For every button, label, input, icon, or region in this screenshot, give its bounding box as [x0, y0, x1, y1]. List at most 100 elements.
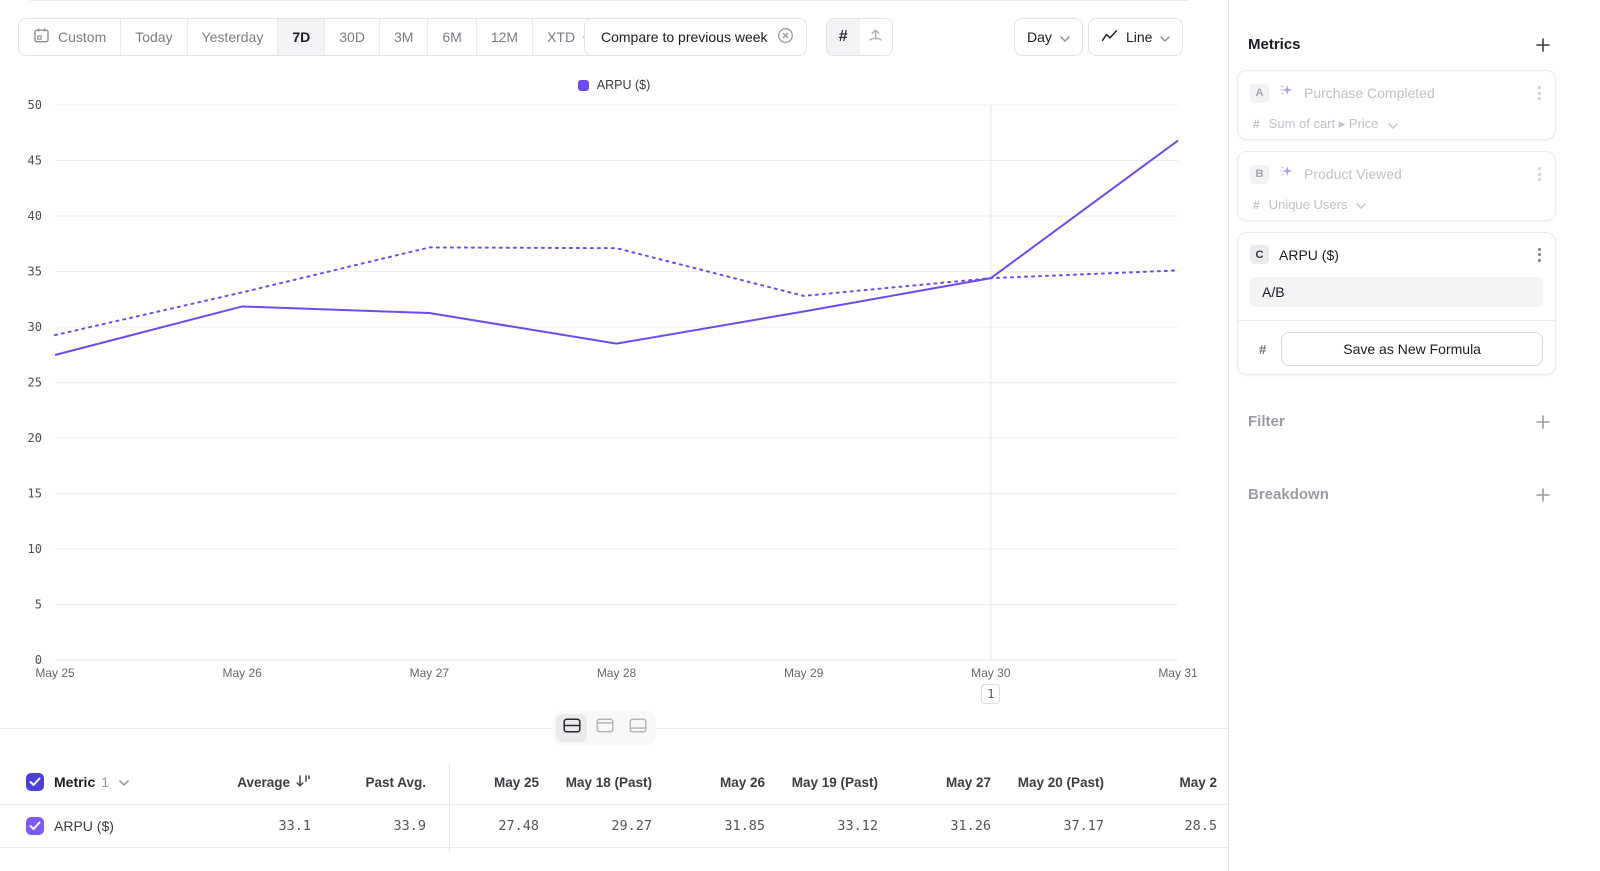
- cell-value: 28.5: [1184, 818, 1217, 834]
- annotation-badge[interactable]: 1: [981, 684, 1001, 704]
- y-tick-label: 30: [28, 320, 42, 334]
- sparkle-icon: [1279, 164, 1294, 184]
- date-range-30d[interactable]: 30D: [325, 19, 380, 55]
- date-range-3m[interactable]: 3M: [380, 19, 429, 55]
- add-metric-button[interactable]: [1534, 36, 1552, 54]
- date-range-today[interactable]: Today: [121, 19, 188, 55]
- compare-chip[interactable]: Compare to previous week: [584, 18, 807, 56]
- chevron-down-icon[interactable]: [119, 773, 129, 791]
- interval-label: Day: [1027, 29, 1052, 45]
- column-header[interactable]: May 19 (Past): [791, 774, 878, 790]
- metric-name: Product Viewed: [1304, 166, 1402, 182]
- chart-type-dropdown[interactable]: Line: [1088, 18, 1184, 56]
- save-as-new-formula-button[interactable]: Save as New Formula: [1281, 332, 1543, 366]
- close-circle-icon[interactable]: [777, 27, 794, 47]
- y-tick-label: 10: [28, 542, 42, 556]
- number-icon: #: [1253, 117, 1260, 131]
- chevron-down-icon: [1060, 29, 1070, 45]
- kebab-menu-icon[interactable]: [1536, 165, 1543, 183]
- cell-value: 33.1: [278, 818, 311, 834]
- x-tick-label: May 26: [222, 666, 262, 680]
- y-tick-label: 45: [28, 154, 42, 168]
- column-header[interactable]: May 27: [945, 774, 991, 790]
- line-chart: 0 5 10 15 20 25 30 35 40 45 50 May 25 May 26 May 27 Ma…: [28, 98, 1198, 680]
- measure-selector[interactable]: # Sum of cart ▸ Price: [1250, 116, 1543, 132]
- date-range-custom[interactable]: Custom: [19, 19, 122, 55]
- chevron-down-icon: [1356, 197, 1367, 212]
- date-range-12m[interactable]: 12M: [477, 19, 534, 55]
- view-chart-only-button[interactable]: [589, 714, 620, 742]
- column-header[interactable]: Past Avg.: [365, 774, 426, 790]
- annotations-toggle[interactable]: [860, 19, 893, 55]
- x-tick-label: May 27: [410, 666, 450, 680]
- select-all-checkbox[interactable]: [26, 773, 44, 791]
- metric-count: 1: [101, 774, 110, 790]
- add-breakdown-button[interactable]: [1534, 486, 1552, 504]
- x-tick-label: May 28: [597, 666, 637, 680]
- measure-label: Sum of cart ▸ Price: [1268, 116, 1379, 131]
- sort-descending-icon: [296, 774, 311, 791]
- hash-grid-icon: #: [838, 28, 848, 45]
- metric-dropdown-label[interactable]: Metric: [54, 774, 96, 790]
- interval-dropdown[interactable]: Day: [1014, 18, 1083, 56]
- table-row: ARPU ($) 33.1 33.9 27.48 29.27 31.85 33.…: [0, 805, 1228, 848]
- metric-name: Purchase Completed: [1304, 85, 1435, 101]
- breakdown-section-title: Breakdown: [1248, 486, 1329, 503]
- legend-swatch: [577, 79, 589, 91]
- column-header[interactable]: May 18 (Past): [565, 774, 652, 790]
- kebab-menu-icon[interactable]: [1536, 246, 1543, 264]
- add-filter-button[interactable]: [1534, 413, 1552, 431]
- kebab-menu-icon[interactable]: [1536, 84, 1543, 102]
- date-range-yesterday[interactable]: Yesterday: [188, 19, 279, 55]
- chart-legend[interactable]: ARPU ($): [0, 78, 1228, 92]
- annotation-flag-icon: [867, 26, 884, 48]
- date-range-picker: Custom Today Yesterday 7D 30D 3M 6M 12M …: [18, 18, 609, 56]
- view-table-only-button[interactable]: [622, 714, 653, 742]
- cell-value: 31.85: [724, 818, 765, 834]
- top-divider: [30, 0, 1188, 1]
- cell-value: 31.26: [950, 818, 991, 834]
- y-tick-label: 40: [28, 209, 42, 223]
- measure-selector[interactable]: # Unique Users: [1250, 197, 1543, 212]
- column-header[interactable]: May 25: [493, 774, 539, 790]
- number-icon: #: [1259, 341, 1267, 357]
- line-chart-icon: [1101, 28, 1118, 46]
- y-tick-label: 5: [35, 598, 42, 612]
- y-tick-label: 35: [28, 265, 42, 279]
- column-header-average[interactable]: Average: [206, 774, 321, 791]
- date-range-6m[interactable]: 6M: [428, 19, 477, 55]
- cell-value: 33.9: [393, 818, 426, 834]
- y-tick-label: 50: [28, 98, 42, 112]
- date-range-7d[interactable]: 7D: [278, 19, 326, 55]
- metric-card-a[interactable]: A Purchase Completed # Sum of cart ▸ Pri…: [1237, 70, 1556, 140]
- column-header[interactable]: May 26: [719, 774, 765, 790]
- column-header[interactable]: May 20 (Past): [1017, 774, 1104, 790]
- view-layout-toggle: [553, 711, 656, 745]
- measure-label: Unique Users: [1268, 197, 1348, 212]
- y-tick-label: 20: [28, 431, 42, 445]
- query-builder-panel: Metrics A Purchase Completed # Sum of ca…: [1229, 0, 1600, 871]
- chart-type-label: Line: [1126, 29, 1153, 45]
- table-only-view-icon: [628, 718, 647, 738]
- cell-value: 29.27: [611, 818, 652, 834]
- x-tick-label: May 31: [1158, 666, 1198, 680]
- formula-input[interactable]: A/B: [1250, 277, 1543, 307]
- y-tick-label: 0: [35, 653, 42, 667]
- legend-label: ARPU ($): [596, 78, 651, 92]
- metric-card-b[interactable]: B Product Viewed # Unique Users: [1237, 151, 1556, 221]
- view-split-button[interactable]: [556, 714, 587, 742]
- gridlines-toggle[interactable]: #: [827, 19, 860, 55]
- cell-value: 33.12: [837, 818, 878, 834]
- metrics-section-title: Metrics: [1248, 36, 1301, 53]
- x-tick-label: May 29: [784, 666, 824, 680]
- table-column-divider: [449, 763, 450, 853]
- calendar-icon: [33, 27, 50, 47]
- series-line-past: [54, 246, 1179, 337]
- y-tick-label: 15: [28, 487, 42, 501]
- metric-card-c[interactable]: C ARPU ($) A/B # Save as New Formula: [1237, 232, 1556, 375]
- row-checkbox[interactable]: [26, 817, 44, 835]
- column-header[interactable]: May 2: [1179, 774, 1217, 790]
- y-tick-label: 25: [28, 376, 42, 390]
- metric-badge-c: C: [1250, 245, 1269, 264]
- metric-badge-b: B: [1250, 164, 1269, 184]
